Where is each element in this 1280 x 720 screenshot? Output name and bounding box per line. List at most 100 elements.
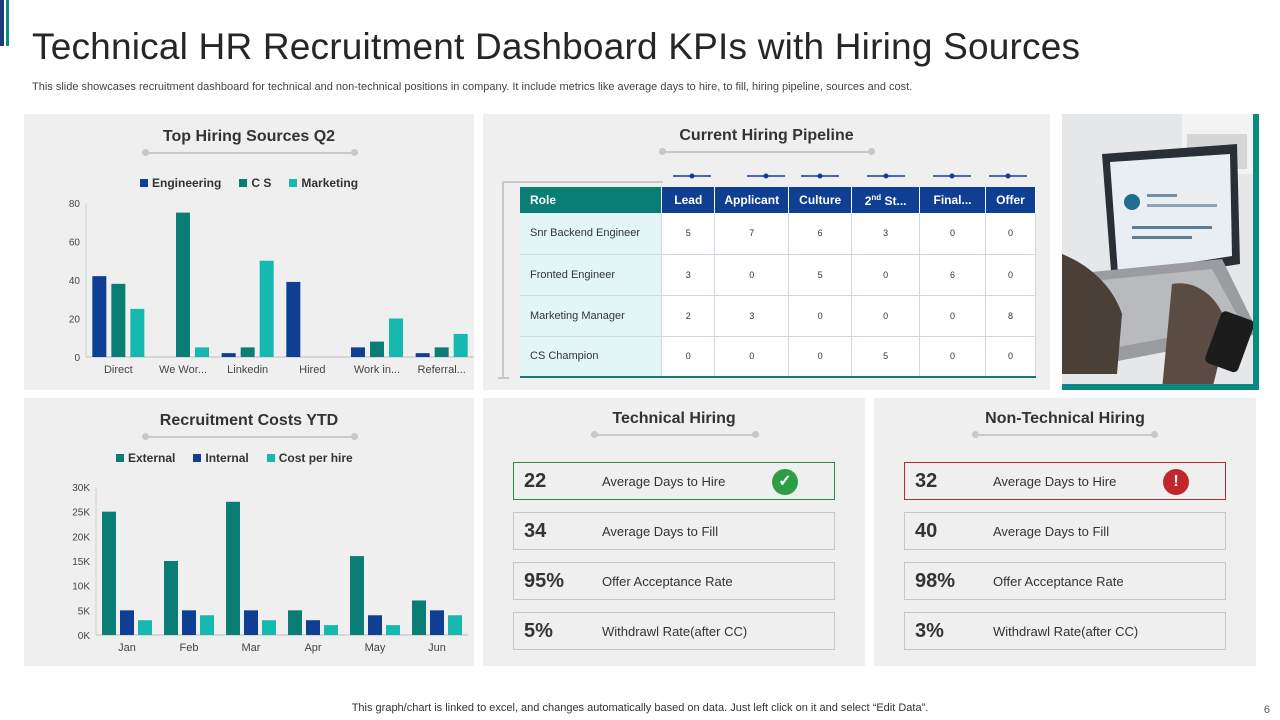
bar-engineering[interactable]	[351, 347, 365, 357]
y-tick-label: 80	[69, 199, 81, 210]
bar-internal[interactable]	[182, 610, 196, 635]
x-tick-label: Hired	[299, 364, 325, 376]
nontech-kpi-withdrawal-rate: 3% Withdrawl Rate(after CC)	[904, 612, 1226, 650]
bar-cost-per-hire[interactable]	[262, 620, 276, 635]
kpi-label: Withdrawl Rate(after CC)	[602, 624, 748, 639]
bar-c-s[interactable]	[111, 283, 126, 357]
cell-value: 0	[714, 254, 790, 296]
pipeline-side-rail	[498, 182, 509, 379]
bar-cost-per-hire[interactable]	[386, 625, 400, 635]
bar-marketing[interactable]	[453, 333, 468, 357]
cell-value: 3	[661, 254, 716, 296]
kpi-value: 3%	[915, 620, 944, 642]
title-accent-bar-secondary	[6, 0, 9, 46]
exclamation-circle-icon: !	[1163, 469, 1189, 495]
legend-external: External	[128, 451, 176, 465]
y-tick-label: 25K	[72, 508, 90, 519]
bar-c-s[interactable]	[434, 347, 449, 357]
bar-cost-per-hire[interactable]	[324, 625, 338, 635]
bar-engineering[interactable]	[221, 353, 236, 357]
bar-engineering[interactable]	[415, 353, 430, 357]
hiring-pipeline-title: Current Hiring Pipeline	[679, 127, 854, 144]
bar-external[interactable]	[350, 556, 364, 635]
bar-c-s[interactable]	[240, 347, 255, 357]
bar-marketing[interactable]	[389, 318, 403, 358]
bar-engineering[interactable]	[286, 281, 301, 357]
bar-marketing[interactable]	[259, 260, 274, 357]
title-decoration	[142, 148, 358, 158]
bar-marketing[interactable]	[130, 308, 145, 357]
y-tick-label: 40	[69, 276, 81, 287]
hiring-sources-legend: Engineering C S Marketing	[140, 176, 358, 190]
recruitment-costs-legend: External Internal Cost per hire	[116, 451, 353, 465]
recruitment-costs-chart[interactable]: 0K 5K 10K 15K 20K 25K 30K Jan Feb Mar Apr May Jun	[24, 398, 474, 666]
check-circle-icon: ✓	[772, 469, 798, 495]
y-tick-label: 60	[69, 238, 81, 249]
bar-external[interactable]	[164, 561, 178, 635]
x-tick-label: Work in...	[354, 364, 400, 376]
cell-value: 0	[788, 295, 853, 337]
x-tick-label: Referral...	[418, 364, 466, 376]
bar-marketing[interactable]	[195, 347, 209, 357]
bar-external[interactable]	[102, 511, 116, 635]
legend-cs: C S	[251, 176, 272, 190]
x-tick-label: Apr	[304, 642, 321, 654]
bar-external[interactable]	[288, 610, 302, 635]
bar-cost-per-hire[interactable]	[200, 615, 214, 635]
bar-c-s[interactable]	[370, 341, 384, 357]
kpi-value: 98%	[915, 570, 956, 592]
kpi-label: Average Days to Fill	[993, 524, 1110, 539]
x-tick-label: Direct	[104, 364, 133, 376]
page-number: 6	[1263, 704, 1270, 716]
cell-value: 3	[851, 213, 921, 255]
y-tick-label: 10K	[72, 582, 90, 593]
non-technical-hiring-title: Non-Technical Hiring	[985, 410, 1145, 427]
bar-cost-per-hire[interactable]	[138, 620, 152, 635]
title-accent-bar	[0, 0, 4, 46]
cell-value: 0	[851, 295, 921, 337]
page-subtitle: This slide showcases recruitment dashboa…	[32, 81, 913, 93]
bar-c-s[interactable]	[176, 212, 190, 357]
kpi-value: 22	[524, 470, 547, 492]
bar-external[interactable]	[412, 600, 426, 635]
cell-value: 0	[985, 336, 1037, 378]
x-tick-label: May	[365, 642, 386, 654]
bar-external[interactable]	[226, 501, 240, 635]
bar-internal[interactable]	[244, 610, 258, 635]
tech-kpi-days-to-hire: 22 Average Days to Hire ✓	[513, 462, 835, 500]
bar-engineering[interactable]	[92, 276, 107, 357]
legend-cost-per-hire: Cost per hire	[278, 451, 353, 465]
cell-value: 3	[714, 295, 790, 337]
laptop-illustration	[1062, 114, 1253, 384]
kpi-label: Offer Acceptance Rate	[602, 574, 733, 589]
kpi-value: 5%	[524, 620, 553, 642]
col-final: Final...	[919, 187, 986, 213]
bar-internal[interactable]	[306, 620, 320, 635]
bar-internal[interactable]	[430, 610, 444, 635]
kpi-value: 34	[524, 520, 547, 542]
bar-internal[interactable]	[368, 615, 382, 635]
cell-value: 0	[661, 336, 716, 378]
cell-role: Snr Backend Engineer	[520, 213, 663, 255]
cell-role: Marketing Manager	[520, 295, 663, 337]
nontech-kpi-days-to-fill: 40 Average Days to Fill	[904, 512, 1226, 550]
bar-internal[interactable]	[120, 610, 134, 635]
kpi-value: 40	[915, 520, 938, 542]
table-row: Marketing Manager 2 3 0 0 0 8	[520, 295, 1037, 337]
y-tick-label: 0K	[78, 631, 91, 642]
legend-internal: Internal	[205, 451, 249, 465]
title-decoration	[659, 147, 875, 157]
cell-value: 0	[788, 336, 853, 378]
table-row: Snr Backend Engineer 5 7 6 3 0 0	[520, 213, 1037, 255]
cell-value: 7	[714, 213, 790, 255]
y-tick-label: 5K	[78, 606, 91, 617]
bar-cost-per-hire[interactable]	[448, 615, 462, 635]
cell-value: 0	[985, 213, 1037, 255]
hiring-sources-chart[interactable]: 0 20 40 60 80 Direct We Wor... Linkedin Hired Wor…	[24, 114, 474, 390]
kpi-value: 95%	[524, 570, 565, 592]
cell-role: Fronted Engineer	[520, 254, 663, 296]
cell-value: 5	[788, 254, 853, 296]
tech-kpi-days-to-fill: 34 Average Days to Fill	[513, 512, 835, 550]
y-tick-label: 20K	[72, 532, 90, 543]
x-tick-label: Jun	[428, 642, 446, 654]
